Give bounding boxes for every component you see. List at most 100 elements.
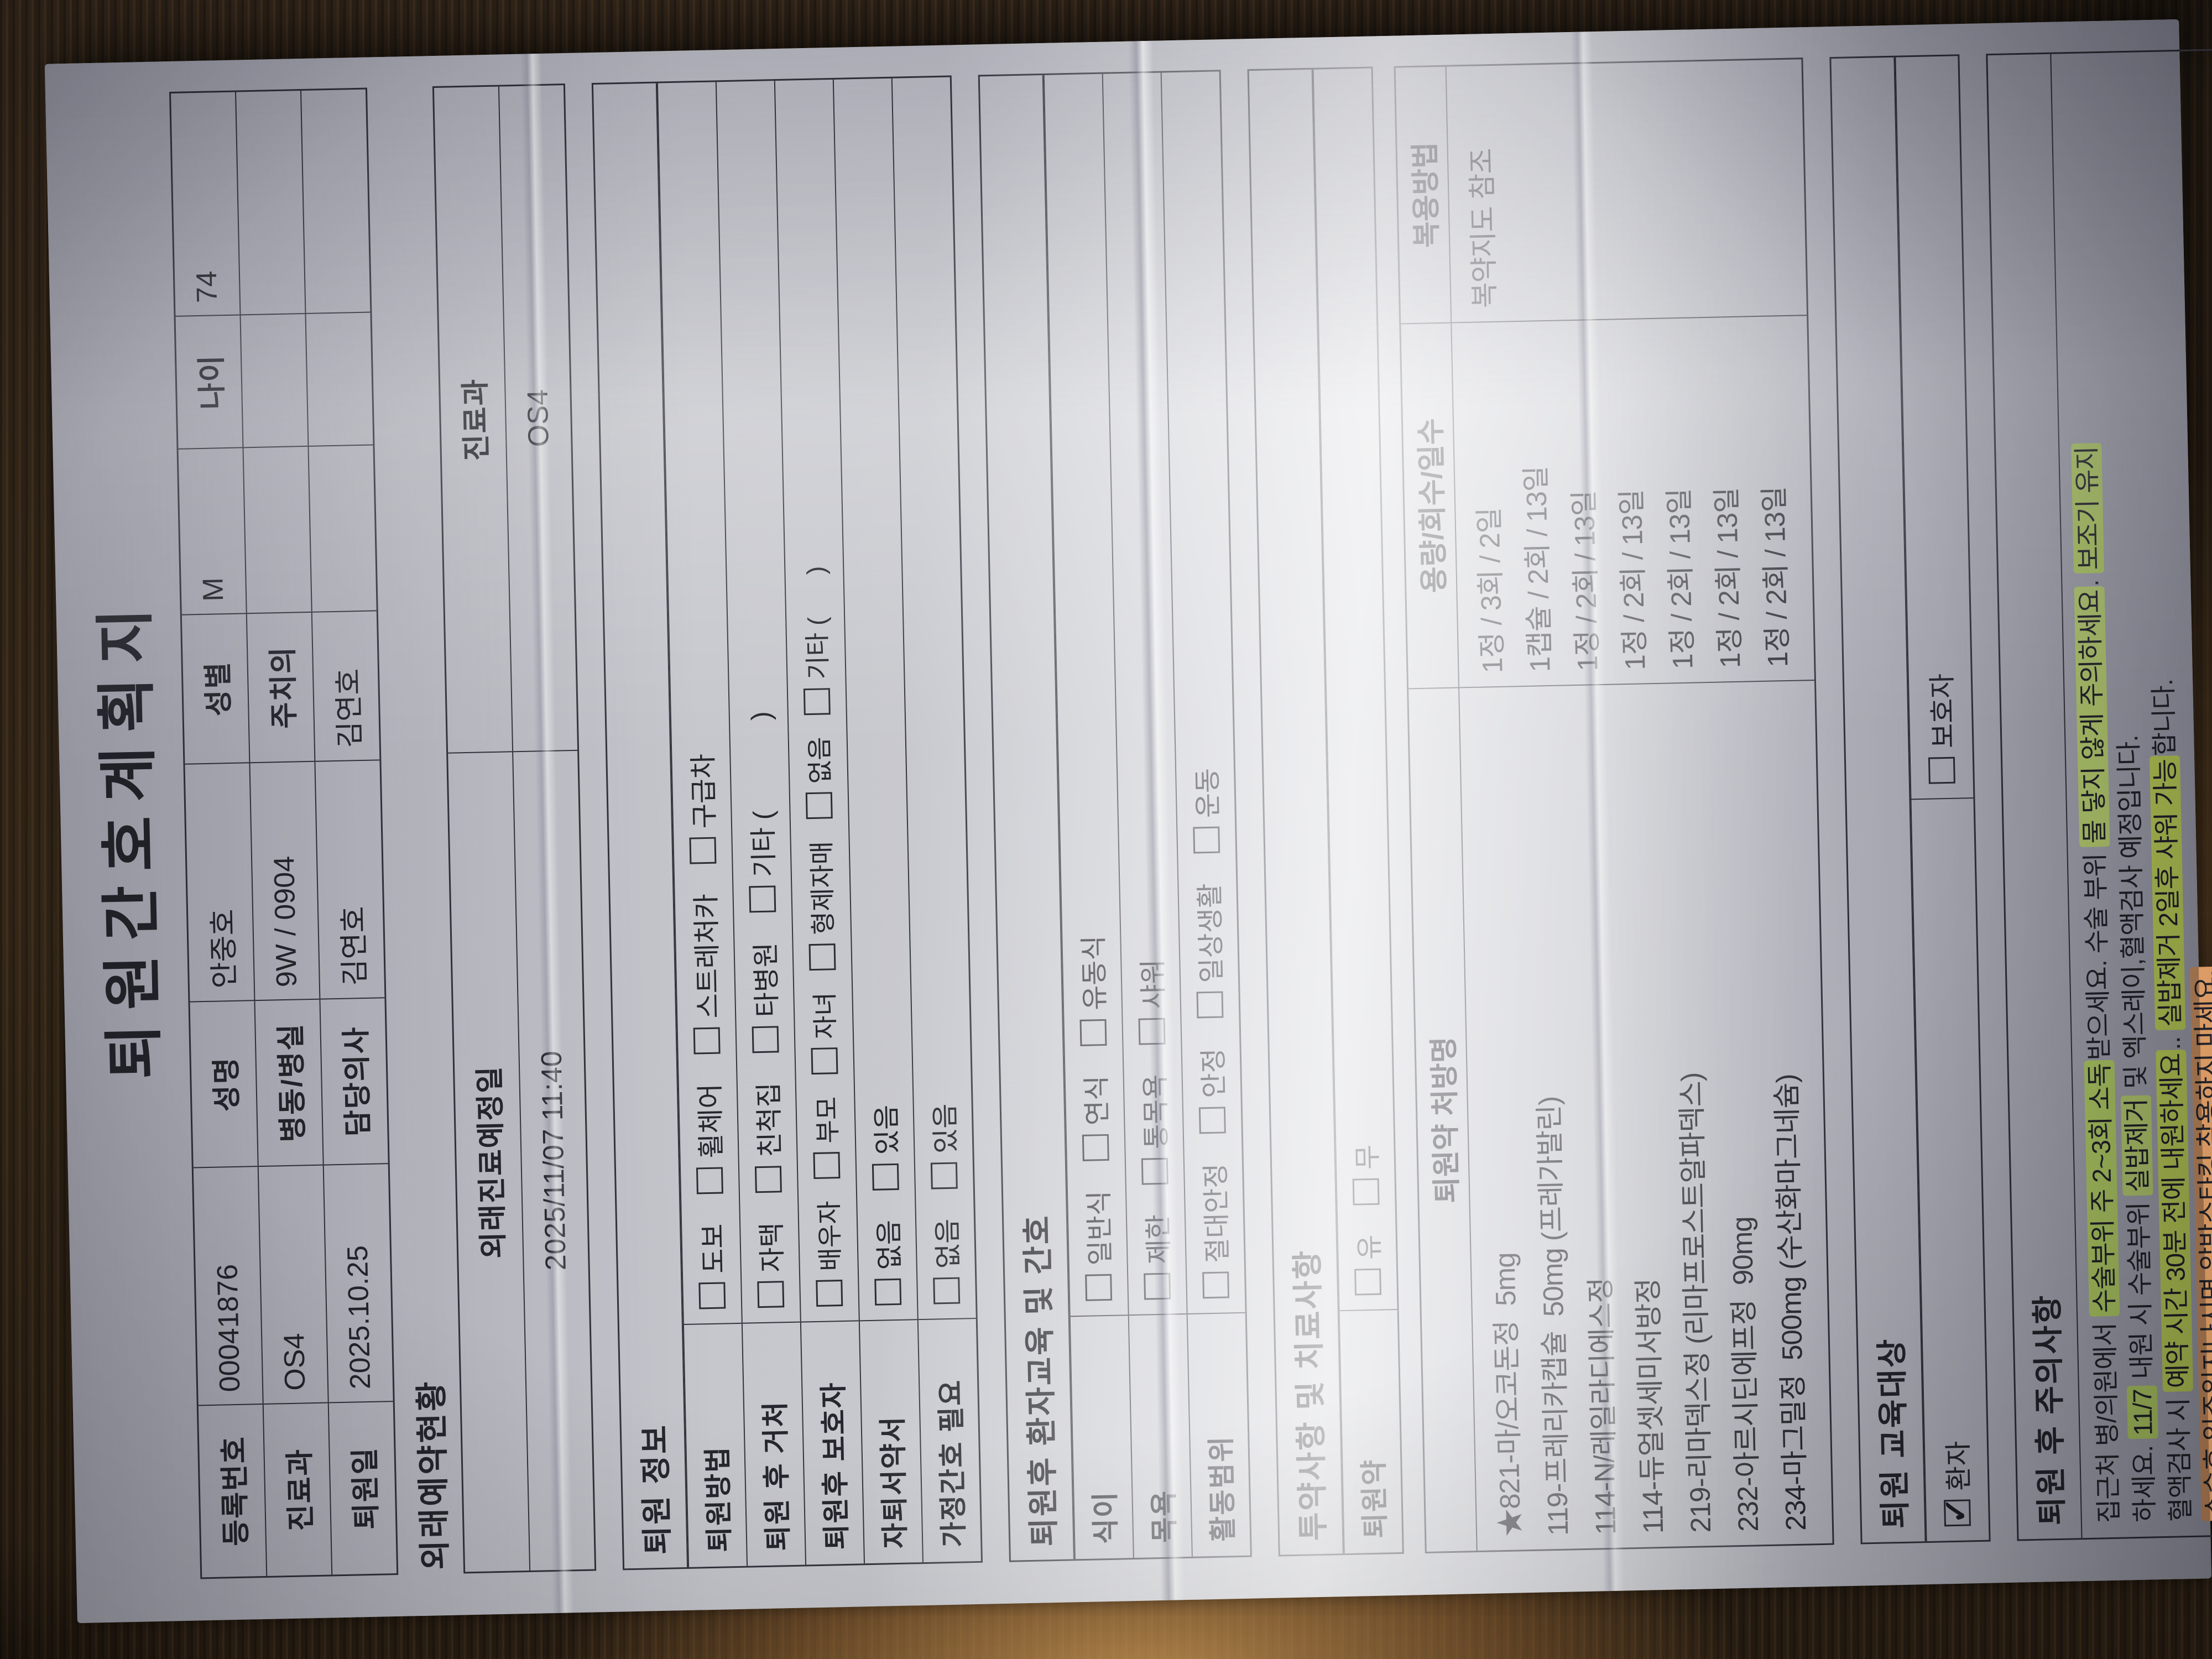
- form-title: 퇴원간호계획지: [91, 593, 169, 1080]
- age-value: 74: [171, 92, 240, 317]
- name-value: 안중호: [185, 763, 254, 1003]
- row-label: 목욕: [1129, 1313, 1192, 1558]
- rx-table: 퇴원약 처방명 용량/회수/일수 복용방법 ★821-마/오코돈정 5mg 11…: [1394, 58, 1834, 1554]
- checkbox: [698, 1282, 726, 1310]
- option: 휠체어: [688, 1083, 729, 1194]
- option: 제한: [1136, 1214, 1177, 1300]
- checkbox: [757, 1281, 785, 1308]
- option: 친척집: [747, 1082, 788, 1193]
- document-content: 퇴원간호계획지 등록번호 00041876 성명 안중호 성별 M 나이 74 …: [45, 19, 2212, 1623]
- highlight-yellow: 예약 시간 30분 전에 내원하세요: [2156, 1050, 2194, 1392]
- ward-value: 9W / 0904: [250, 761, 320, 1001]
- option: 연식: [1074, 1075, 1115, 1161]
- patient-id-label: 등록번호: [218, 1435, 253, 1547]
- option: 일상생활: [1188, 883, 1230, 1019]
- dept-value: OS4: [258, 1165, 328, 1405]
- option: 있음: [923, 1103, 964, 1190]
- rx-method-header: 복용방법: [1395, 66, 1451, 325]
- option: 있음: [864, 1104, 905, 1191]
- option: 구급차: [681, 753, 723, 864]
- checkbox: [1198, 1107, 1226, 1134]
- row-label: 퇴원방법: [684, 1322, 747, 1567]
- checkbox: [1196, 991, 1224, 1019]
- option: 자녀: [805, 992, 843, 1075]
- row-label: 식이: [1070, 1314, 1133, 1559]
- ward-label: 병동/병실: [255, 999, 323, 1167]
- empty-cell: [306, 312, 373, 447]
- checkbox: [808, 943, 836, 971]
- med-dose: 1정 / 2회 / 13일: [1758, 486, 1794, 667]
- checkbox: [693, 1027, 721, 1055]
- highlight-green: 물 닿지 않게 주의하세요: [2074, 586, 2110, 847]
- checkbox: [872, 1163, 899, 1191]
- doctor-label: 담당의사: [320, 998, 388, 1166]
- option: 보호자: [1920, 673, 1961, 784]
- attending-name-value: 김연호: [312, 611, 380, 762]
- row-label: 퇴원 후 거처: [742, 1321, 806, 1566]
- discharge-info-section: 퇴원 정보 퇴원방법 도보 휠체어 스트레처카 구급차 퇴원 후 거처 자택 친…: [591, 75, 983, 1571]
- checkbox: [1141, 1157, 1168, 1185]
- patient-id-value: 00041876: [193, 1167, 263, 1406]
- option: 무: [1345, 1144, 1386, 1206]
- doctor-value: 김연호: [315, 760, 385, 1000]
- med-dose: 1정 / 2회 / 13일: [1568, 490, 1604, 672]
- option: 형제자매: [802, 841, 841, 971]
- option: 없음: [800, 737, 838, 820]
- highlight-green: 11/7: [2126, 1385, 2158, 1439]
- checkbox: [811, 1047, 838, 1075]
- checkbox: [1082, 1134, 1109, 1161]
- option: 부모: [807, 1096, 845, 1180]
- option: 도보: [691, 1223, 732, 1310]
- checkbox: [754, 1166, 782, 1193]
- highlight-green: 실밥제거: [2120, 1095, 2153, 1196]
- checkbox: [1138, 1018, 1166, 1045]
- checkbox: [1202, 1271, 1230, 1299]
- med-dose: 1정 / 3회 / 2일: [1473, 507, 1509, 674]
- checkbox: [816, 1280, 843, 1307]
- checkbox: [813, 1152, 841, 1180]
- empty-cell: [236, 91, 305, 316]
- discharge-date-value: 2025.10.25: [324, 1164, 393, 1404]
- checkbox: [1928, 757, 1955, 784]
- highlight-yellow: 실밥제거 2일후 샤워 가능: [2149, 755, 2186, 1031]
- empty-cell: [301, 89, 371, 314]
- option: 없음: [925, 1218, 966, 1305]
- checkbox: [689, 837, 717, 864]
- row-label: 자퇴서약서: [859, 1319, 922, 1564]
- highlight-green: 수술부위 주 2~3회 소독: [2084, 1060, 2120, 1317]
- row-label: 활동범위: [1187, 1312, 1250, 1557]
- checkbox: [1085, 1274, 1113, 1301]
- option: 통목욕: [1133, 1074, 1175, 1185]
- checkbox: [1079, 1019, 1107, 1046]
- empty-cell: [241, 314, 308, 448]
- highlight-green: 보조기 유지: [2071, 442, 2104, 574]
- option: 환자: [1936, 1441, 1977, 1527]
- option: 유동식: [1072, 935, 1113, 1046]
- rx-dose-column: 1정 / 3회 / 2일 1캡슐 / 2회 / 13일 1정 / 2회 / 13…: [1452, 316, 1814, 688]
- checkbox: [933, 1277, 961, 1305]
- checkbox: [803, 688, 831, 716]
- option: 타병원: [744, 942, 785, 1053]
- outpatient-dept-value: OS4: [499, 85, 578, 753]
- checkbox: [752, 1025, 779, 1053]
- option: 자택: [750, 1222, 791, 1308]
- checkbox: [1144, 1272, 1171, 1300]
- row-label: 가정간호 필요: [918, 1317, 981, 1563]
- option: 기타 ( ): [739, 711, 782, 913]
- patient-info-table: 등록번호 00041876 성명 안중호 성별 M 나이 74 진료과 OS4 …: [169, 87, 399, 1579]
- option: 스트레처카: [684, 894, 727, 1055]
- checkbox: [1354, 1268, 1382, 1296]
- discharge-date-label: 퇴원일: [348, 1446, 383, 1530]
- checkbox: [1193, 826, 1220, 854]
- option: 운동: [1186, 768, 1227, 854]
- rx-name-column: ★821-마/오코돈정 5mg 119-프레리카캡슐 50mg (프레가발린) …: [1459, 681, 1833, 1551]
- rx-method-column: 복약지도 참조: [1446, 59, 1807, 324]
- sex-value: M: [178, 448, 246, 615]
- checkbox: [930, 1162, 958, 1190]
- checkbox: [749, 885, 776, 913]
- option: 없음: [867, 1219, 908, 1306]
- checkbox: [696, 1167, 723, 1194]
- checkbox: [874, 1278, 902, 1306]
- rx-method-value: 복약지도 참조: [1465, 148, 1501, 309]
- option: 절대안정: [1193, 1163, 1235, 1299]
